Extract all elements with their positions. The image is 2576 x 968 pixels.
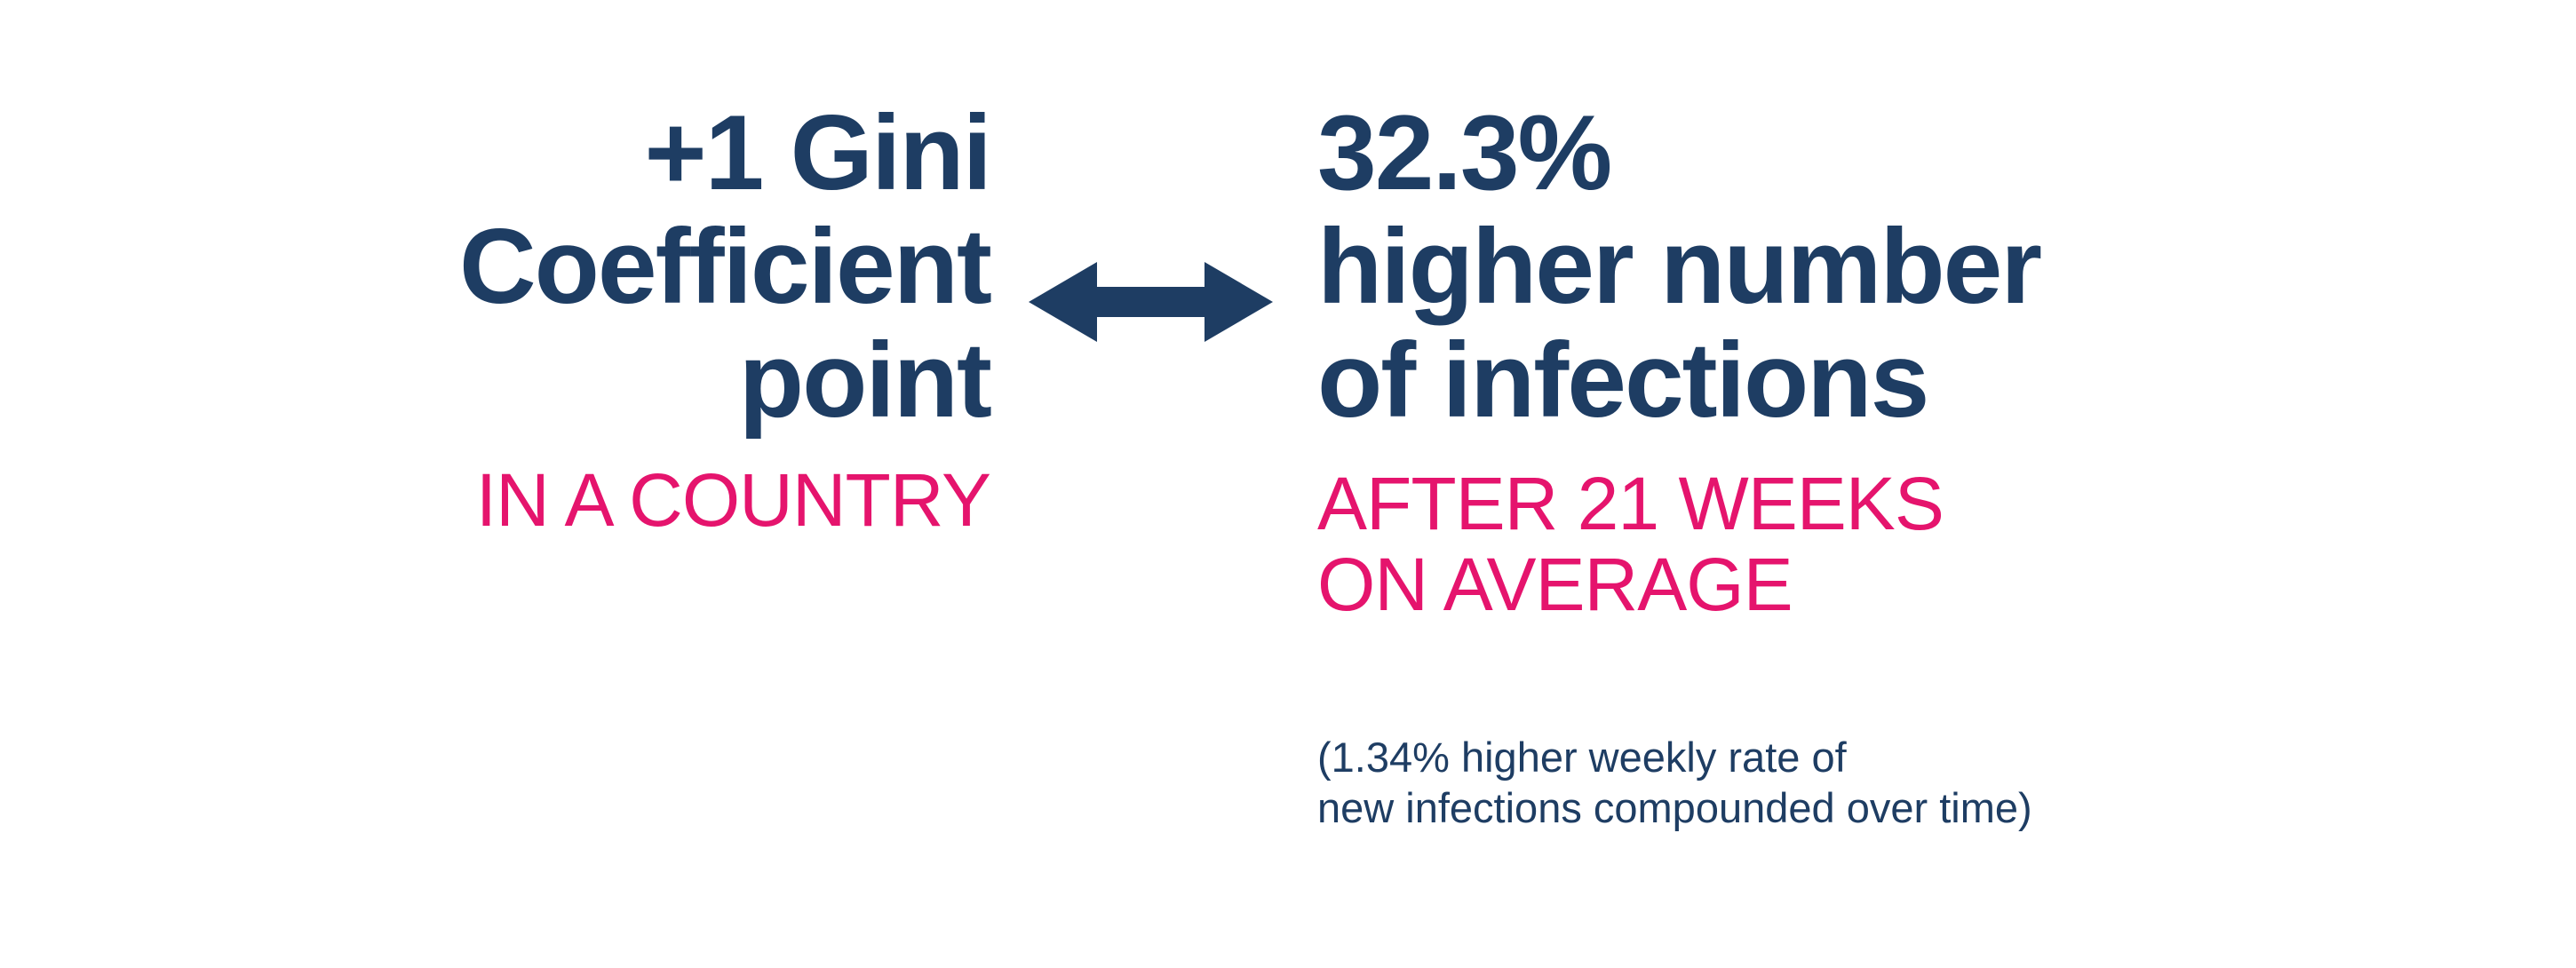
headline-line: higher number — [1317, 207, 2042, 326]
headline-line: of infections — [1317, 321, 1929, 440]
double-arrow-icon — [1029, 262, 1273, 342]
infections-text-block: 32.3% higher number of infections AFTER … — [1317, 96, 2561, 833]
gini-text-block: +1 Gini Coefficient point IN A COUNTRY — [0, 93, 992, 542]
headline-line: 32.3% — [1317, 93, 1612, 212]
context-line: AFTER 21 WEEKS — [1317, 462, 1944, 545]
context-line: ON AVERAGE — [1317, 543, 1793, 626]
infections-footnote: (1.34% higher weekly rate of new infecti… — [1317, 732, 2561, 833]
gini-headline: +1 Gini Coefficient point — [0, 93, 992, 440]
headline-line: point — [738, 321, 992, 440]
infections-context-label: AFTER 21 WEEKS ON AVERAGE — [1317, 464, 2561, 625]
footnote-line: new infections compounded over time) — [1317, 784, 2032, 831]
infections-headline: 32.3% higher number of infections — [1317, 96, 2561, 437]
headline-line: Coefficient — [458, 207, 992, 326]
gini-context-label: IN A COUNTRY — [475, 458, 991, 542]
footnote-line: (1.34% higher weekly rate of — [1317, 734, 1847, 781]
headline-line: +1 Gini — [644, 93, 992, 212]
